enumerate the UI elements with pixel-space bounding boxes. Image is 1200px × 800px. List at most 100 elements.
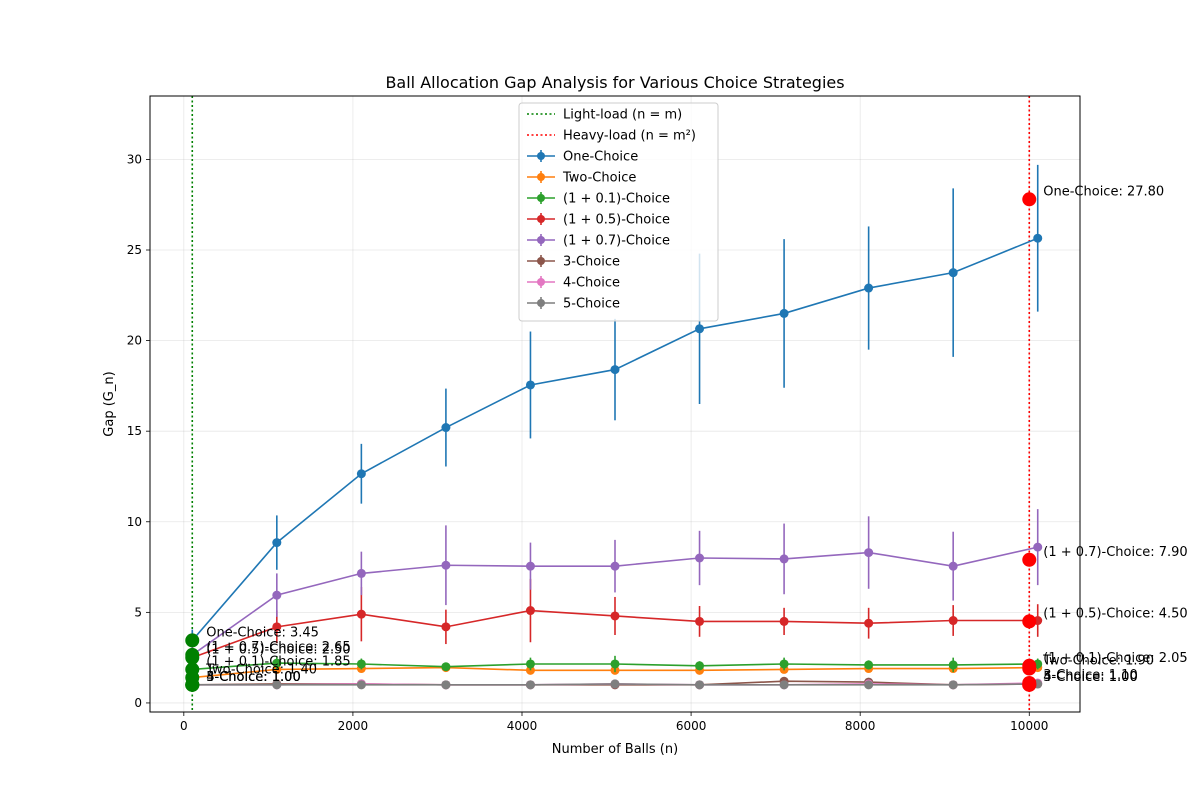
light_load-annotation: (1 + 0.5)-Choice: 2.50 (206, 643, 350, 658)
data-point (441, 662, 451, 672)
data-point (1033, 542, 1043, 552)
light_load-marker (185, 647, 200, 662)
legend-label: 5-Choice (563, 297, 620, 312)
legend-label: 4-Choice (563, 276, 620, 291)
light_load-annotation: (1 + 0.1)-Choice: 1.85 (206, 654, 350, 669)
legend-swatch (537, 236, 545, 244)
light_load-marker (185, 662, 200, 677)
heavy_load-annotation: 4-Choice: 1.00 (1043, 670, 1137, 685)
data-point (695, 616, 705, 626)
data-point (441, 423, 451, 433)
plot-area: 0 2000 4000 6000 8000 10000 0 5 10 15 20 25 30 One-Ch… (127, 96, 1188, 733)
data-point (779, 308, 789, 318)
data-point (695, 324, 705, 334)
data-point (948, 561, 958, 571)
legend-label: (1 + 0.5)-Choice (563, 213, 670, 228)
data-point (272, 680, 282, 690)
heavy_load-marker (1022, 658, 1037, 673)
data-point (864, 548, 874, 558)
data-point (272, 622, 282, 632)
data-point (610, 561, 620, 571)
legend-swatch (537, 299, 545, 307)
data-point (779, 659, 789, 669)
data-point (864, 660, 874, 670)
data-point (610, 365, 620, 375)
plot-frame (149, 95, 1081, 713)
data-point (356, 469, 366, 479)
light_load-annotation: 5-Choice: 1.00 (206, 670, 300, 685)
y-tick-label: 5 (134, 605, 142, 619)
data-point (864, 680, 874, 690)
light_load-marker (185, 633, 200, 648)
y-tick-label: 20 (127, 334, 142, 348)
heavy_load-annotation: 3-Choice: 1.10 (1043, 668, 1137, 683)
legend-swatch (537, 215, 545, 223)
legend-label: Two-Choice (562, 171, 636, 186)
data-point (441, 680, 451, 690)
data-point (948, 660, 958, 670)
heavy_load-annotation: Two-Choice: 1.90 (1042, 654, 1154, 669)
data-point (356, 680, 366, 690)
data-point (525, 680, 535, 690)
data-point (441, 560, 451, 570)
light_load-annotation: Two-Choice: 1.40 (205, 663, 317, 678)
light_load-annotation: 3-Choice: 1.00 (206, 670, 300, 685)
data-point (525, 561, 535, 571)
data-point (272, 658, 282, 668)
x-tick-label: 8000 (845, 719, 876, 733)
x-tick-label: 6000 (676, 719, 707, 733)
data-point (356, 609, 366, 619)
data-point (864, 618, 874, 628)
y-tick-label: 25 (127, 243, 142, 257)
data-point (695, 680, 705, 690)
legend-label: Light-load (n = m) (563, 108, 682, 123)
heavy_load-annotation: One-Choice: 27.80 (1043, 184, 1164, 199)
data-point (695, 553, 705, 563)
light_load-marker (185, 677, 200, 692)
data-point (948, 268, 958, 278)
heavy_load-annotation: (1 + 0.7)-Choice: 7.90 (1043, 545, 1187, 560)
data-point (1033, 233, 1043, 243)
heavy_load-annotation: (1 + 0.1)-Choice: 2.05 (1043, 651, 1187, 666)
legend-label: 3-Choice (563, 255, 620, 270)
legend-box (518, 102, 719, 322)
data-point (779, 680, 789, 690)
heavy_load-marker (1022, 552, 1037, 567)
data-point (525, 380, 535, 390)
y-tick-label: 30 (127, 152, 142, 166)
heavy_load-marker (1022, 192, 1037, 207)
data-point (779, 616, 789, 626)
data-point (948, 616, 958, 626)
y-tick-label: 0 (134, 696, 142, 710)
data-point (272, 590, 282, 600)
legend-swatch (537, 173, 545, 181)
data-point (356, 659, 366, 669)
x-tick-label: 10000 (1010, 719, 1048, 733)
light_load-annotation: 4-Choice: 1.00 (206, 670, 300, 685)
x-tick-label: 2000 (338, 719, 369, 733)
data-point (441, 622, 451, 632)
light_load-annotation: (1 + 0.7)-Choice: 2.65 (206, 640, 350, 655)
data-point (610, 611, 620, 621)
legend: Light-load (n = m) Heavy-load (n = m²) One… (518, 102, 719, 322)
data-point (272, 538, 282, 548)
data-point (610, 659, 620, 669)
legend-label: (1 + 0.1)-Choice (563, 192, 670, 207)
legend-swatch (537, 194, 545, 202)
y-tick-label: 15 (127, 424, 142, 438)
light_load-annotation: One-Choice: 3.45 (206, 625, 319, 640)
data-point (948, 680, 958, 690)
x-tick-label: 4000 (507, 719, 538, 733)
heavy_load-marker (1022, 614, 1037, 629)
data-point (864, 283, 874, 293)
x-tick-label: 0 (180, 719, 188, 733)
data-point (610, 679, 620, 689)
legend-swatch (537, 152, 545, 160)
y-axis-label: Gap (G_n) (102, 371, 117, 436)
chart-title: Ball Allocation Gap Analysis for Various… (385, 73, 844, 92)
data-point (695, 661, 705, 671)
legend-swatch (537, 257, 545, 265)
heavy_load-annotation: 5-Choice: 1.00 (1043, 670, 1137, 685)
heavy_load-marker (1022, 677, 1037, 692)
